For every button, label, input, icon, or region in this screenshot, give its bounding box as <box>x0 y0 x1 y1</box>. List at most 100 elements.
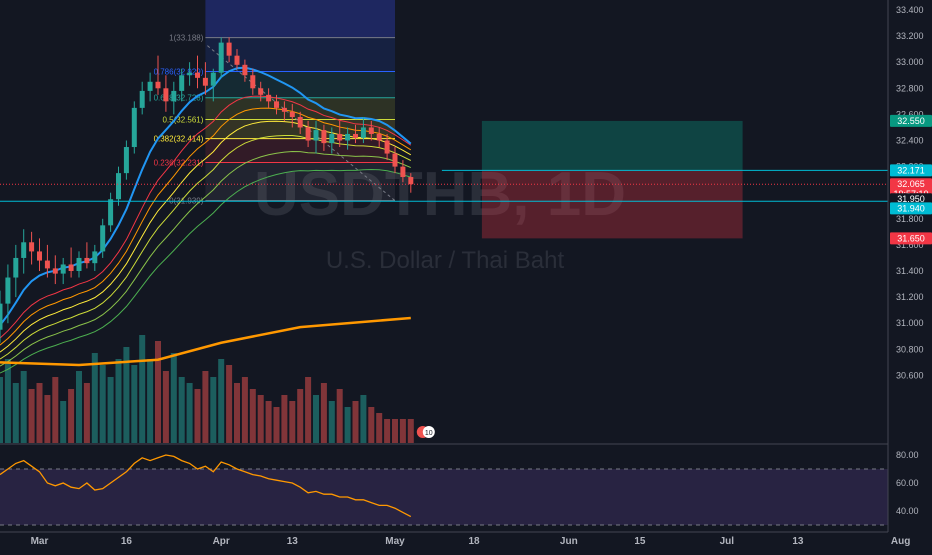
candle-body[interactable] <box>258 88 264 95</box>
candle-body[interactable] <box>179 75 185 91</box>
price-tick-label: 31.200 <box>896 292 924 302</box>
candle-body[interactable] <box>171 90 177 102</box>
candle-body[interactable] <box>84 257 90 264</box>
candle-body[interactable] <box>187 72 193 76</box>
candle-body[interactable] <box>305 127 311 141</box>
candle-body[interactable] <box>313 130 319 141</box>
candle-body[interactable] <box>242 64 248 76</box>
volume-bar <box>249 389 256 443</box>
candle-body[interactable] <box>400 166 406 178</box>
candle-body[interactable] <box>281 107 287 112</box>
candle-body[interactable] <box>5 277 11 304</box>
candle-body[interactable] <box>108 199 114 226</box>
candle-body[interactable] <box>218 42 224 73</box>
volume-bar <box>297 389 304 443</box>
candle-body[interactable] <box>116 173 121 200</box>
volume-bar <box>99 365 106 443</box>
candle-body[interactable] <box>353 133 358 138</box>
volume-bar <box>265 401 272 443</box>
candle-body[interactable] <box>384 140 390 154</box>
candle-body[interactable] <box>274 101 279 108</box>
candle-body[interactable] <box>155 81 161 89</box>
candle-body[interactable] <box>68 264 74 271</box>
volume-bar <box>186 383 193 443</box>
volume-bar <box>392 419 398 443</box>
position-target-zone[interactable] <box>481 120 743 171</box>
volume-bar <box>170 353 177 443</box>
candle-body[interactable] <box>0 303 3 330</box>
candle-body[interactable] <box>13 257 19 278</box>
volume-bar <box>305 377 312 443</box>
candle-body[interactable] <box>139 90 145 108</box>
candle-body[interactable] <box>329 133 335 144</box>
volume-bar <box>202 371 209 443</box>
volume-bar <box>320 383 327 443</box>
price-tick-label: 31.400 <box>896 266 924 276</box>
candle-body[interactable] <box>297 117 303 128</box>
candle-body[interactable] <box>131 107 137 148</box>
time-tick-label: Aug <box>891 536 910 547</box>
price-tick-label: 31.800 <box>896 214 924 224</box>
candle-body[interactable] <box>76 257 82 271</box>
price-label-badge[interactable] <box>890 232 932 245</box>
fib-zone <box>205 162 395 201</box>
candle-body[interactable] <box>123 147 129 174</box>
candle-body[interactable] <box>147 81 153 91</box>
candle-body[interactable] <box>376 133 382 141</box>
ema-ribbon-line <box>0 151 411 367</box>
volume-bar <box>36 383 43 443</box>
volume-bar <box>52 377 59 443</box>
position-stop-zone[interactable] <box>481 170 743 239</box>
price-label-text: 32.065 <box>897 179 925 189</box>
candle-body[interactable] <box>52 268 58 274</box>
volume-bar <box>399 419 406 443</box>
price-label-text: 32.550 <box>897 116 925 126</box>
candle-body[interactable] <box>100 225 106 252</box>
candle-body[interactable] <box>92 251 98 264</box>
candle-body[interactable] <box>195 72 200 78</box>
candle-body[interactable] <box>408 177 414 185</box>
candle-body[interactable] <box>29 242 35 252</box>
volume-bar <box>289 401 296 443</box>
candle-body[interactable] <box>234 55 240 65</box>
price-tick-label: 33.000 <box>896 57 924 67</box>
candle-body[interactable] <box>21 242 27 258</box>
time-tick-label: 13 <box>287 536 299 547</box>
candle-body[interactable] <box>392 153 398 167</box>
candle-body[interactable] <box>60 264 66 274</box>
price-tick-label: 32.600 <box>896 109 924 119</box>
candle-body[interactable] <box>210 72 216 86</box>
candle-body[interactable] <box>266 94 272 102</box>
price-label-text: 31.940 <box>897 203 925 213</box>
candle-body[interactable] <box>368 127 374 134</box>
volume-bar <box>4 359 11 443</box>
candle-body[interactable] <box>250 75 256 89</box>
candle-body[interactable] <box>202 77 208 86</box>
price-label-badge[interactable] <box>890 202 932 215</box>
price-label-text: 32.171 <box>897 165 925 175</box>
candle-body[interactable] <box>226 42 232 56</box>
volume-bar <box>194 389 201 443</box>
event-badge-icon[interactable] <box>422 426 435 438</box>
candle-body[interactable] <box>321 130 327 144</box>
candle-body[interactable] <box>289 111 295 118</box>
candle-body[interactable] <box>345 133 351 141</box>
price-label-badge[interactable] <box>890 114 932 127</box>
price-label-badge[interactable] <box>890 164 932 177</box>
ema-ribbon-line <box>0 169 411 374</box>
time-tick-label: Apr <box>213 536 230 547</box>
candle-body[interactable] <box>337 133 343 141</box>
candle-body[interactable] <box>37 251 42 261</box>
candle-body[interactable] <box>360 127 366 138</box>
event-badge-count: 10 <box>425 430 433 437</box>
candle-body[interactable] <box>44 260 50 269</box>
fib-zone <box>205 97 395 120</box>
time-tick-label: Jun <box>560 536 578 547</box>
price-tick-label: 33.400 <box>896 5 924 15</box>
price-label-badge[interactable] <box>890 193 932 206</box>
watermark-symbol: USDTHB, 1D <box>254 160 626 229</box>
candle-body[interactable] <box>163 88 169 102</box>
price-label-badge[interactable] <box>890 178 932 191</box>
